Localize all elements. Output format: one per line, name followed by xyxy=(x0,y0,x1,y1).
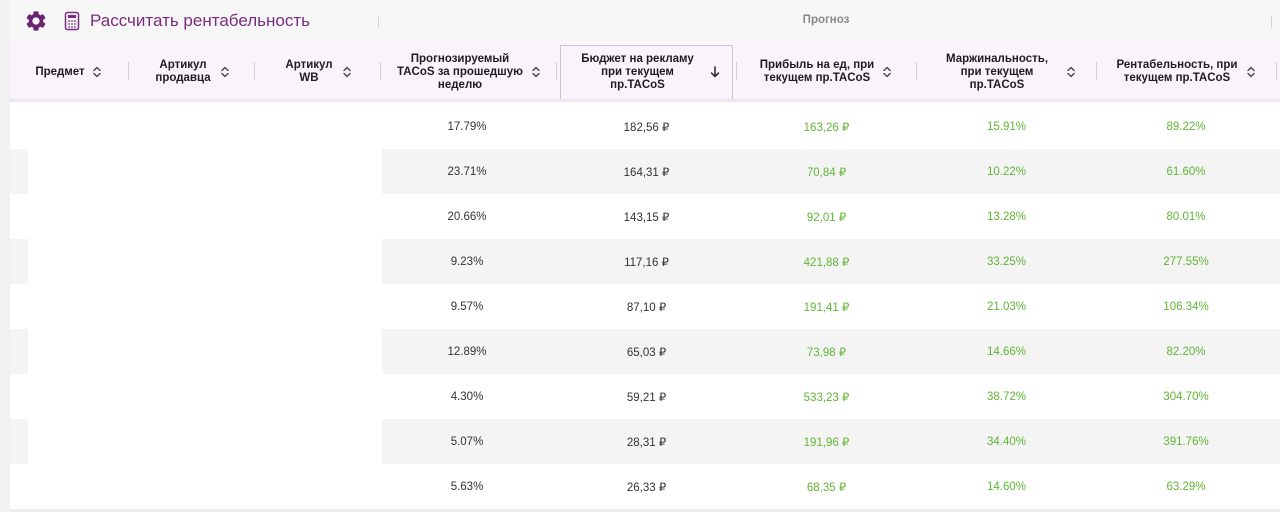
column-separator xyxy=(128,62,129,80)
table-row[interactable]: 20.66% 143,15 ₽ 92,01 ₽ 13.28% 80.01% xyxy=(10,194,1280,239)
cell-ad-budget: 143,15 ₽ xyxy=(623,211,670,224)
cell-forecast-tacos: 4.30% xyxy=(450,390,484,403)
column-separator xyxy=(254,62,255,80)
column-header-subject[interactable]: Предмет xyxy=(10,42,128,102)
divider xyxy=(378,16,379,28)
cell-margin: 14.66% xyxy=(986,345,1026,358)
table-row[interactable]: 5.07% 28,31 ₽ 191,96 ₽ 34.40% 391.76% xyxy=(10,419,1280,464)
table-row[interactable]: 17.79% 182,56 ₽ 163,26 ₽ 15.91% 89.22% xyxy=(10,104,1280,149)
cell-profitability: 80.01% xyxy=(1166,210,1206,223)
cell-profitability: 277.55% xyxy=(1163,255,1209,268)
cell-margin: 14.60% xyxy=(986,480,1026,493)
table-row[interactable]: 23.71% 164,31 ₽ 70,84 ₽ 10.22% 61.60% xyxy=(10,149,1280,194)
sort-icon[interactable] xyxy=(530,65,542,79)
column-header-profit-per-unit[interactable]: Прибыль на ед, при текущем пр.TACoS xyxy=(738,42,914,102)
left-gutter xyxy=(0,0,10,512)
column-header-seller-sku[interactable]: Артикул продавца xyxy=(130,42,254,102)
cell-ad-budget: 65,03 ₽ xyxy=(626,346,667,359)
column-separator xyxy=(1096,62,1097,80)
cell-forecast-tacos: 5.07% xyxy=(450,435,484,448)
cell-forecast-tacos: 17.79% xyxy=(447,120,487,133)
cell-forecast-tacos: 9.57% xyxy=(450,300,484,313)
cell-margin: 38.72% xyxy=(986,390,1026,403)
column-header-label: Бюджет на рекламу при текущем пр.TACoS xyxy=(581,52,694,91)
cell-profitability: 82.20% xyxy=(1166,345,1206,358)
cell-forecast-tacos: 9.23% xyxy=(450,255,484,268)
column-separator xyxy=(380,62,381,80)
cell-margin: 13.28% xyxy=(986,210,1026,223)
cell-margin: 34.40% xyxy=(986,435,1026,448)
cell-profit-per-unit: 70,84 ₽ xyxy=(806,166,847,179)
cell-profit-per-unit: 421,88 ₽ xyxy=(803,256,850,269)
sort-icon[interactable] xyxy=(1245,65,1257,79)
column-separator xyxy=(736,62,737,80)
cell-profitability: 391.76% xyxy=(1163,435,1209,448)
column-header-forecast-tacos[interactable]: Прогнозируемый TACoS за прошедшую неделю xyxy=(382,42,556,102)
cell-profit-per-unit: 191,96 ₽ xyxy=(803,436,850,449)
cell-margin: 21.03% xyxy=(986,300,1026,313)
sort-icon[interactable] xyxy=(219,65,231,79)
cell-margin: 10.22% xyxy=(986,165,1026,178)
cell-ad-budget: 87,10 ₽ xyxy=(626,301,667,314)
cell-ad-budget: 26,33 ₽ xyxy=(626,481,667,494)
cell-ad-budget: 164,31 ₽ xyxy=(623,166,670,179)
sort-icon[interactable] xyxy=(1065,65,1077,79)
cell-forecast-tacos: 20.66% xyxy=(447,210,487,223)
column-header-label: Прибыль на ед, при текущем пр.TACoS xyxy=(759,59,875,84)
cell-profitability: 63.29% xyxy=(1166,480,1206,493)
calculate-profitability-label: Рассчитать рентабельность xyxy=(90,11,310,30)
forecast-group-label: Прогноз xyxy=(802,14,850,26)
sort-icon[interactable] xyxy=(881,65,893,79)
table-row[interactable]: 5.63% 26,33 ₽ 68,35 ₽ 14.60% 63.29% xyxy=(10,464,1280,509)
cell-forecast-tacos: 23.71% xyxy=(447,165,487,178)
cell-margin: 15.91% xyxy=(986,120,1026,133)
table-row[interactable]: 12.89% 65,03 ₽ 73,98 ₽ 14.66% 82.20% xyxy=(10,329,1280,374)
cell-profitability: 106.34% xyxy=(1163,300,1209,313)
column-header-wb-sku[interactable]: Артикул WB xyxy=(256,42,380,102)
column-header-label: Предмет xyxy=(35,65,85,78)
table-header: Предмет Артикул продавца Артикул WB Прог… xyxy=(10,42,1280,102)
cell-ad-budget: 182,56 ₽ xyxy=(623,121,670,134)
sort-icon[interactable] xyxy=(91,65,103,79)
cell-profit-per-unit: 163,26 ₽ xyxy=(803,121,850,134)
toolbar: Рассчитать рентабельность Прогноз xyxy=(10,0,1280,42)
column-separator xyxy=(916,62,917,80)
table-row[interactable]: 4.30% 59,21 ₽ 533,23 ₽ 38.72% 304.70% xyxy=(10,374,1280,419)
cell-profitability: 304.70% xyxy=(1163,390,1209,403)
column-header-profitability[interactable]: Рентабельность, при текущем пр.TACoS xyxy=(1098,42,1274,102)
sort-icon[interactable] xyxy=(341,65,353,79)
cell-margin: 33.25% xyxy=(986,255,1026,268)
column-header-label: Артикул WB xyxy=(285,59,333,84)
cell-ad-budget: 117,16 ₽ xyxy=(624,256,669,269)
table-row[interactable]: 9.23% 117,16 ₽ 421,88 ₽ 33.25% 277.55% xyxy=(10,239,1280,284)
column-header-ad-budget[interactable]: Бюджет на рекламу при текущем пр.TACoS xyxy=(560,42,733,102)
calculator-icon xyxy=(64,11,80,31)
cell-profitability: 89.22% xyxy=(1166,120,1206,133)
cell-profit-per-unit: 68,35 ₽ xyxy=(806,481,847,494)
cell-profit-per-unit: 92,01 ₽ xyxy=(806,211,847,224)
table-bottom-border xyxy=(10,509,1280,512)
column-header-margin[interactable]: Маржинальность, при текущем пр.TACoS xyxy=(918,42,1094,102)
calculate-profitability-button[interactable]: Рассчитать рентабельность xyxy=(62,8,310,34)
gear-icon[interactable] xyxy=(24,9,48,33)
column-header-label: Прогнозируемый TACoS за прошедшую неделю xyxy=(397,52,523,91)
cell-profit-per-unit: 533,23 ₽ xyxy=(803,391,850,404)
column-separator xyxy=(1276,62,1277,80)
divider xyxy=(1271,16,1272,28)
cell-profitability: 61.60% xyxy=(1166,165,1206,178)
header-bottom-border xyxy=(10,99,1280,102)
cell-ad-budget: 28,31 ₽ xyxy=(626,436,667,449)
column-header-label: Артикул продавца xyxy=(155,59,211,84)
cell-ad-budget: 59,21 ₽ xyxy=(626,391,667,404)
cell-profit-per-unit: 191,41 ₽ xyxy=(803,301,850,314)
column-header-label: Рентабельность, при текущем пр.TACoS xyxy=(1116,59,1238,84)
cell-forecast-tacos: 5.63% xyxy=(450,480,484,493)
cell-forecast-tacos: 12.89% xyxy=(447,345,487,358)
column-separator xyxy=(556,62,557,80)
table-row[interactable]: 9.57% 87,10 ₽ 191,41 ₽ 21.03% 106.34% xyxy=(10,284,1280,329)
column-header-label: Маржинальность, при текущем пр.TACoS xyxy=(945,52,1049,91)
cell-profit-per-unit: 73,98 ₽ xyxy=(806,346,847,359)
sort-desc-arrow-icon[interactable] xyxy=(709,65,721,79)
